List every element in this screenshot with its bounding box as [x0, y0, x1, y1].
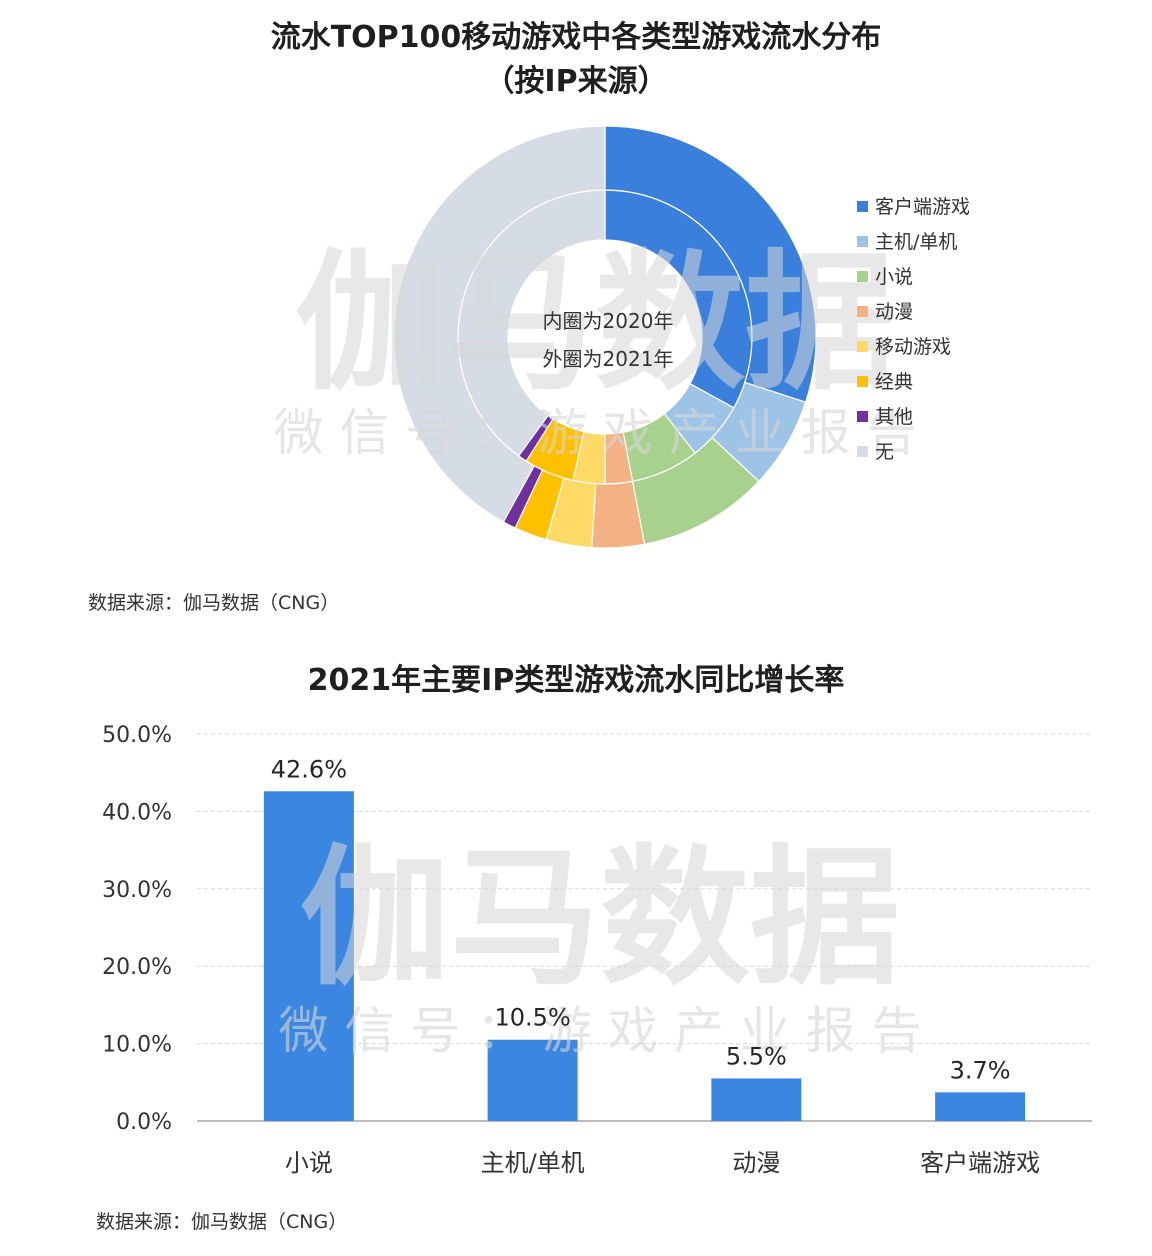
outer-ring-slice-7: [393, 125, 606, 523]
bar-y-axis: 0.0% 10.0% 20.0% 30.0% 40.0% 50.0%: [102, 723, 172, 1135]
legend-label-6: 其他: [875, 406, 913, 428]
legend-swatch-1: [857, 236, 868, 247]
bar-data-label-0: 42.6%: [271, 755, 347, 783]
watermark-sub: 微 信 号 ： 游 戏 产 业 报 告: [273, 404, 916, 462]
legend-swatch-4: [857, 341, 868, 352]
legend-swatch-7: [857, 446, 868, 457]
x-category-label-3: 客户端游戏: [920, 1149, 1040, 1177]
donut-chart: 伽马数据 微 信 号 ： 游 戏 产 业 报 告 内圈为2020年 外圈为202…: [273, 125, 970, 549]
bar-0: [263, 791, 354, 1121]
bar-chart: 0.0% 10.0% 20.0% 30.0% 40.0% 50.0% 伽马数据 微 信 号…: [102, 723, 1092, 1177]
x-category-label-1: 主机/单机: [481, 1149, 585, 1177]
legend-swatch-6: [857, 411, 868, 422]
bar-data-labels: 42.6% 10.5% 5.5% 3.7%: [271, 755, 1011, 1084]
bar-3: [935, 1092, 1026, 1121]
legend-label-5: 经典: [875, 371, 913, 393]
bar-watermark: 伽马数据 微 信 号 ： 游 戏 产 业 报 告: [278, 832, 921, 1060]
x-category-label-0: 小说: [285, 1149, 333, 1177]
donut-source-note: 数据来源：伽马数据（CNG）: [88, 592, 340, 614]
y-tick-label: 20.0%: [102, 955, 172, 980]
legend-swatch-0: [857, 201, 868, 212]
donut-rings: [393, 125, 817, 549]
donut-chart-title-line2: （按IP来源）: [484, 64, 668, 99]
watermark-main: 伽马数据: [300, 832, 900, 1006]
y-tick-label: 30.0%: [102, 878, 172, 903]
legend-label-4: 移动游戏: [875, 336, 951, 358]
watermark-main: 伽马数据: [295, 237, 895, 411]
bar-1: [487, 1039, 578, 1121]
bar-data-label-2: 5.5%: [726, 1042, 787, 1070]
y-tick-label: 40.0%: [102, 800, 172, 825]
bar-chart-title: 2021年主要IP类型游戏流水同比增长率: [307, 663, 845, 698]
x-category-label-2: 动漫: [732, 1149, 780, 1177]
donut-chart-title-line1: 流水TOP100移动游戏中各类型游戏流水分布: [270, 20, 882, 55]
legend-swatch-2: [857, 271, 868, 282]
legend-label-0: 客户端游戏: [875, 196, 970, 218]
legend-swatch-3: [857, 306, 868, 317]
legend-swatch-5: [857, 376, 868, 387]
y-tick-label: 50.0%: [102, 723, 172, 748]
outer-ring-slice-0: [604, 125, 817, 403]
legend-label-7: 无: [875, 441, 894, 463]
bar-data-label-3: 3.7%: [950, 1056, 1011, 1084]
watermark-sub: 微 信 号 ： 游 戏 产 业 报 告: [278, 1002, 921, 1060]
bar-data-label-1: 10.5%: [495, 1004, 571, 1032]
bar-2: [711, 1078, 802, 1121]
donut-watermark: 伽马数据 微 信 号 ： 游 戏 产 业 报 告: [273, 237, 916, 462]
legend-label-1: 主机/单机: [875, 231, 957, 253]
donut-center-label-outer: 外圈为2021年: [543, 347, 674, 371]
y-tick-label: 10.0%: [102, 1033, 172, 1058]
legend-label-2: 小说: [875, 266, 913, 288]
legend-label-3: 动漫: [875, 301, 913, 323]
bar-series: [263, 791, 1026, 1121]
bar-source-note: 数据来源：伽马数据（CNG）: [96, 1211, 348, 1233]
bar-x-axis: 小说 主机/单机 动漫 客户端游戏: [285, 1149, 1040, 1177]
donut-center-label-inner: 内圈为2020年: [543, 309, 674, 333]
y-tick-label: 0.0%: [116, 1110, 172, 1135]
